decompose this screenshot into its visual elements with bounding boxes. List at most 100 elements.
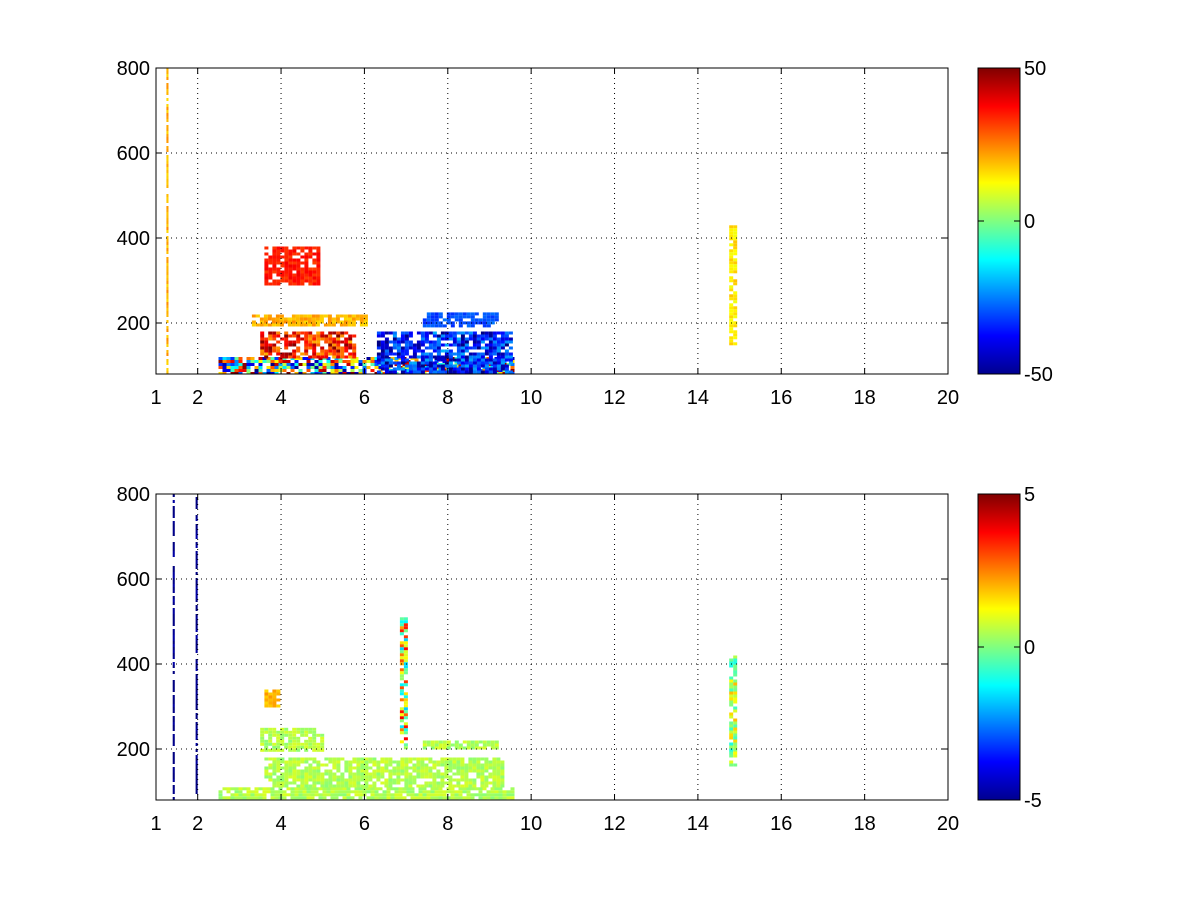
heatmap-cell [166,239,169,242]
heatmap-cell [292,282,297,286]
heatmap-cell [506,796,511,800]
heatmap-cell [312,279,317,283]
heatmap-cell [380,346,385,350]
heatmap-cell [356,775,361,779]
heatmap-cell [278,793,283,797]
heatmap-cell [729,736,734,740]
heatmap-cell [399,641,404,645]
heatmap-cell [335,317,340,321]
heatmap-cell [366,796,371,800]
heatmap-cell [450,787,455,791]
heatmap-cell [500,775,505,779]
heatmap-cell [296,331,301,335]
heatmap-cell [267,317,272,321]
heatmap-cell [304,733,309,737]
heatmap-cell [312,276,317,280]
heatmap-cell [320,778,325,782]
heatmap-cell [338,372,343,374]
heatmap-cell [422,787,427,791]
heatmap-cell [251,320,256,324]
heatmap-cell [500,778,505,782]
heatmap-cell [195,767,198,770]
heatmap-cell [386,796,391,800]
heatmap-cell [490,796,495,800]
heatmap-cell [456,769,461,773]
heatmap-cell [372,784,377,788]
heatmap-cell [408,340,413,344]
x-tick-label: 1 [150,387,161,409]
heatmap-cell [195,551,198,554]
heatmap-cell [195,581,198,584]
heatmap-cell [412,361,417,365]
heatmap-cell [172,761,175,764]
heatmap-cell [426,312,431,316]
heatmap-cell [302,372,307,374]
heatmap-cell [480,763,485,767]
heatmap-cell [292,334,297,338]
heatmap-cell [408,778,413,782]
heatmap-cell [428,760,433,764]
heatmap-cell [432,781,437,785]
heatmap-cell [420,340,425,344]
heatmap-cell [276,261,281,265]
heatmap-cell [260,727,265,731]
heatmap-cell [312,267,317,271]
heatmap-cell [172,524,175,527]
heatmap-cell [272,337,277,341]
heatmap-cell [476,769,481,773]
heatmap-cell [336,778,341,782]
heatmap-cell [172,500,175,503]
heatmap-cell [458,793,463,797]
heatmap-cell [304,760,309,764]
heatmap-cell [403,623,408,627]
heatmap-cell [374,796,379,800]
heatmap-cell [322,790,327,794]
heatmap-cell [390,793,395,797]
heatmap-cell [310,790,315,794]
heatmap-cell [284,337,289,341]
heatmap-cell [280,766,285,770]
heatmap-cell [268,270,273,274]
heatmap-cell [268,739,273,743]
heatmap-cell [508,337,513,341]
heatmap-cell [484,760,489,764]
heatmap-cell [432,775,437,779]
heatmap-cell [311,323,316,327]
heatmap-cell [484,331,489,335]
heatmap-cell [500,337,505,341]
heatmap-cell [322,796,327,800]
heatmap-cell [348,346,353,350]
heatmap-cell [440,364,445,368]
heatmap-cell [484,367,489,371]
heatmap-cell [729,742,734,746]
heatmap-cell [280,784,285,788]
heatmap-cell [338,366,343,369]
heatmap-cell [359,314,364,318]
heatmap-cell [729,745,734,749]
heatmap-cell [172,632,175,635]
heatmap-cell [259,317,264,321]
heatmap-cell [452,766,457,770]
heatmap-cell [334,360,339,363]
heatmap-cell [344,337,349,341]
heatmap-cell [306,790,311,794]
heatmap-cell [452,772,457,776]
heatmap-cell [279,323,284,327]
heatmap-cell [408,346,413,350]
heatmap-cell [276,745,281,749]
heatmap-cell [399,725,404,729]
heatmap-2-x-ticks: 1 2 4 6 8 10 12 14 16 18 20 [150,494,959,835]
heatmap-cell [404,343,409,347]
heatmap-cell [264,349,269,353]
heatmap-cell [318,360,323,363]
heatmap-cell [306,796,311,800]
heatmap-cell [276,730,281,734]
heatmap-cell [488,343,493,347]
heatmap-cell [444,775,449,779]
heatmap-cell [428,355,433,359]
heatmap-cell [362,366,367,369]
heatmap-cell [446,746,451,750]
heatmap-cell [488,334,493,338]
heatmap-cell [412,355,417,359]
heatmap-cell [286,787,291,791]
